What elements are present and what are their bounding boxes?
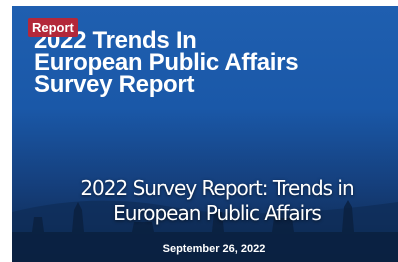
image-text-line: Survey Report [34, 74, 298, 96]
title-line[interactable]: 2022 Survey Report: Trends in [12, 176, 398, 201]
badge[interactable]: Report [28, 18, 78, 37]
report-card[interactable]: Report 2022 Trends In European Public Af… [12, 6, 398, 262]
date: September 26, 2022 [12, 243, 398, 255]
page: Report 2022 Trends In European Public Af… [0, 0, 398, 262]
image-text: 2022 Trends In European Public Affairs S… [34, 30, 298, 96]
card-title[interactable]: 2022 Survey Report: Trends in European P… [12, 176, 398, 226]
title-line[interactable]: European Public Affairs [12, 201, 398, 226]
